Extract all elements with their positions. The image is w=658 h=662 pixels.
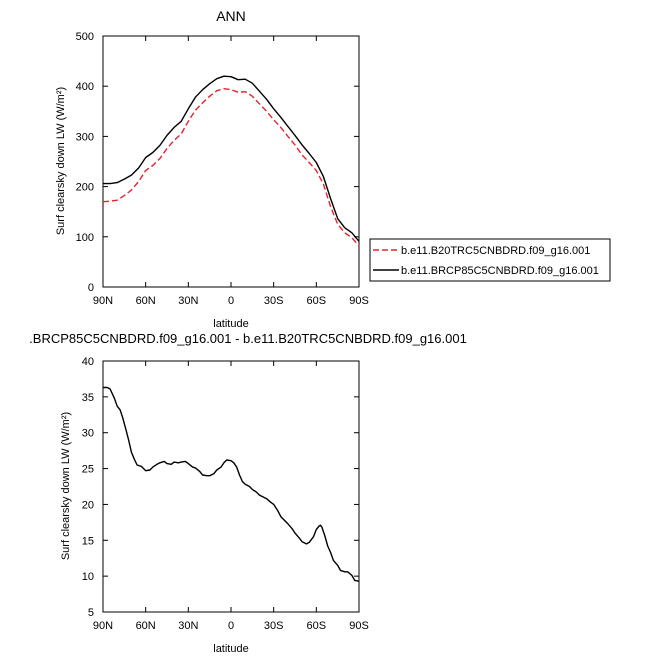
bottom-series-line xyxy=(103,386,360,582)
bottom-x-tick-label: 90N xyxy=(93,620,113,632)
bottom-x-ticks: 90N 60N 30N 0 30S 60S 90S xyxy=(93,361,369,632)
bottom-y-tick-label: 20 xyxy=(82,499,94,511)
top-y-tick-label: 0 xyxy=(88,282,94,294)
bottom-y-tick-label: 25 xyxy=(82,464,94,476)
legend-label-historical: b.e11.B20TRC5CNBDRD.f09_g16.001 xyxy=(401,245,590,257)
bottom-y-ticks: 5 10 15 20 25 30 35 40 xyxy=(82,356,359,619)
top-x-tick-label: 30N xyxy=(178,295,198,307)
top-series-line xyxy=(103,75,360,242)
top-panel: ANN 0 100 200 300 400 500 90N 60N 30N 0 30S 60S 90S… xyxy=(55,8,611,330)
top-x-ticks: 90N 60N 30N 0 30S 60S 90S xyxy=(93,36,369,307)
top-chart-title: ANN xyxy=(216,8,246,24)
bottom-plot-frame xyxy=(102,360,360,613)
legend: b.e11.B20TRC5CNBDRD.f09_g16.001 b.e11.BR… xyxy=(369,238,611,282)
bottom-x-tick-label: 90S xyxy=(349,620,369,632)
bottom-x-tick-label: 30S xyxy=(264,620,284,632)
top-x-tick-label: 60S xyxy=(307,295,327,307)
bottom-x-tick-label: 30N xyxy=(178,620,198,632)
top-y-axis-label: Surf clearsky down LW (W/m²) xyxy=(55,87,67,235)
top-y-tick-label: 100 xyxy=(76,232,94,244)
top-plot-frame xyxy=(102,35,360,288)
top-y-tick-label: 300 xyxy=(76,131,94,143)
bottom-y-tick-label: 30 xyxy=(82,428,94,440)
bottom-y-axis-label: Surf clearsky down LW (W/m²) xyxy=(60,412,72,560)
top-y-tick-label: 400 xyxy=(76,81,94,93)
bottom-chart-title: .BRCP85C5CNBDRD.f09_g16.001 - b.e11.B20T… xyxy=(29,331,467,346)
top-y-tick-label: 500 xyxy=(76,31,94,43)
bottom-y-tick-label: 15 xyxy=(82,535,94,547)
top-x-tick-label: 60N xyxy=(136,295,156,307)
top-x-tick-label: 90N xyxy=(93,295,113,307)
top-x-axis-label: latitude xyxy=(213,318,248,330)
bottom-x-tick-label: 60S xyxy=(307,620,327,632)
bottom-y-tick-label: 10 xyxy=(82,571,94,583)
top-x-tick-label: 0 xyxy=(228,295,234,307)
bottom-y-tick-label: 35 xyxy=(82,392,94,404)
legend-label-rcp85: b.e11.BRCP85C5CNBDRD.f09_g16.001 xyxy=(401,265,599,277)
bottom-x-axis-label: latitude xyxy=(213,643,248,655)
bottom-y-tick-label: 40 xyxy=(82,356,94,368)
top-y-ticks: 0 100 200 300 400 500 xyxy=(76,31,359,294)
top-series xyxy=(102,75,360,247)
bottom-y-tick-label: 5 xyxy=(88,607,94,619)
top-x-tick-label: 90S xyxy=(349,295,369,307)
top-x-tick-label: 30S xyxy=(264,295,284,307)
bottom-x-tick-label: 0 xyxy=(228,620,234,632)
top-y-tick-label: 200 xyxy=(76,182,94,194)
bottom-x-tick-label: 60N xyxy=(136,620,156,632)
legend-box xyxy=(369,238,611,282)
bottom-panel: .BRCP85C5CNBDRD.f09_g16.001 - b.e11.B20T… xyxy=(29,331,467,655)
top-series-line xyxy=(102,87,360,247)
bottom-series xyxy=(103,386,360,582)
